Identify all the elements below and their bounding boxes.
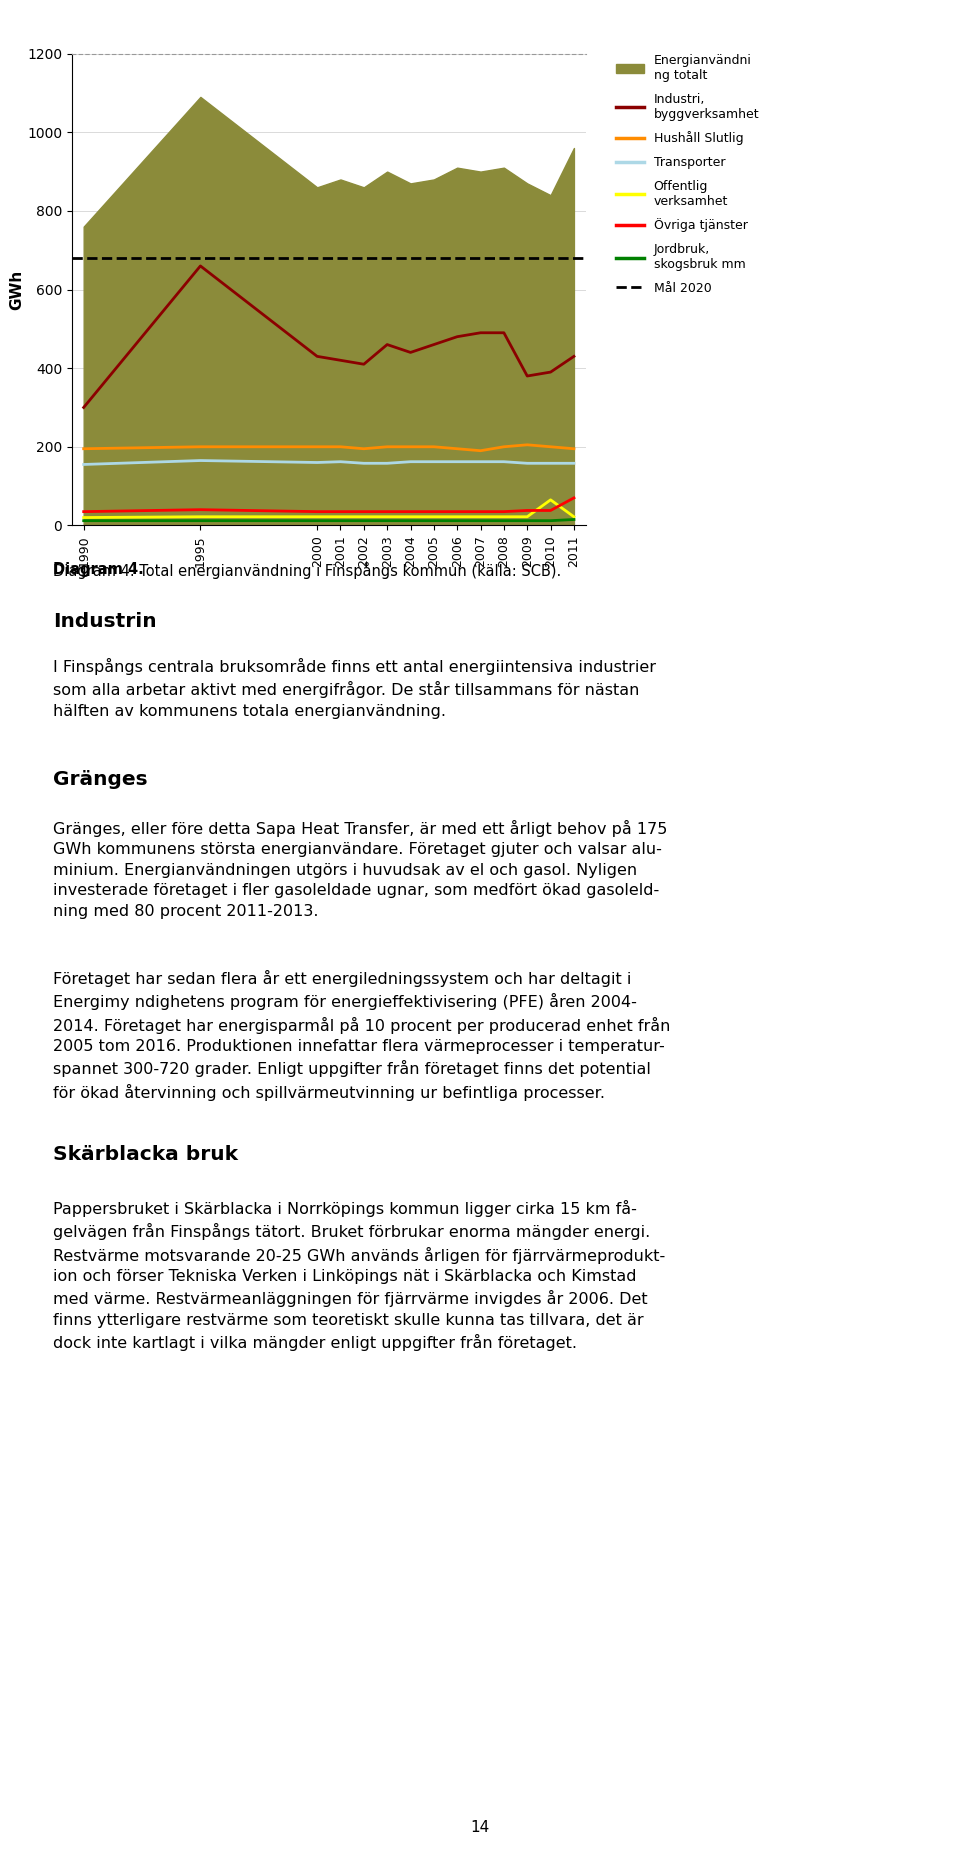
Text: Industrin: Industrin [53, 612, 156, 631]
Legend: Energianvändni
ng totalt, Industri,
byggverksamhet, Hushåll Slutlig, Transporter: Energianvändni ng totalt, Industri, bygg… [612, 50, 763, 298]
Text: Gränges: Gränges [53, 770, 148, 788]
Text: Skärblacka bruk: Skärblacka bruk [53, 1145, 238, 1164]
Text: Företaget har sedan flera år ett energiledningssystem och har deltagit i
Energim: Företaget har sedan flera år ett energil… [53, 969, 670, 1101]
Text: Gränges, eller före detta Sapa Heat Transfer, är med ett årligt behov på 175
GWh: Gränges, eller före detta Sapa Heat Tran… [53, 820, 667, 919]
Text: Diagram 4.: Diagram 4. [53, 562, 144, 577]
Text: 14: 14 [470, 1820, 490, 1835]
Text: I Finspångs centrala bruksområde finns ett antal energiintensiva industrier
som : I Finspångs centrala bruksområde finns e… [53, 659, 656, 720]
Y-axis label: GWh: GWh [10, 270, 24, 309]
Text: Pappersbruket i Skärblacka i Norrköpings kommun ligger cirka 15 km få-
gelvägen : Pappersbruket i Skärblacka i Norrköpings… [53, 1201, 665, 1350]
Text: Diagram 4. Total energianvändning i Finspångs kommun (källa: SCB).: Diagram 4. Total energianvändning i Fins… [53, 562, 561, 579]
